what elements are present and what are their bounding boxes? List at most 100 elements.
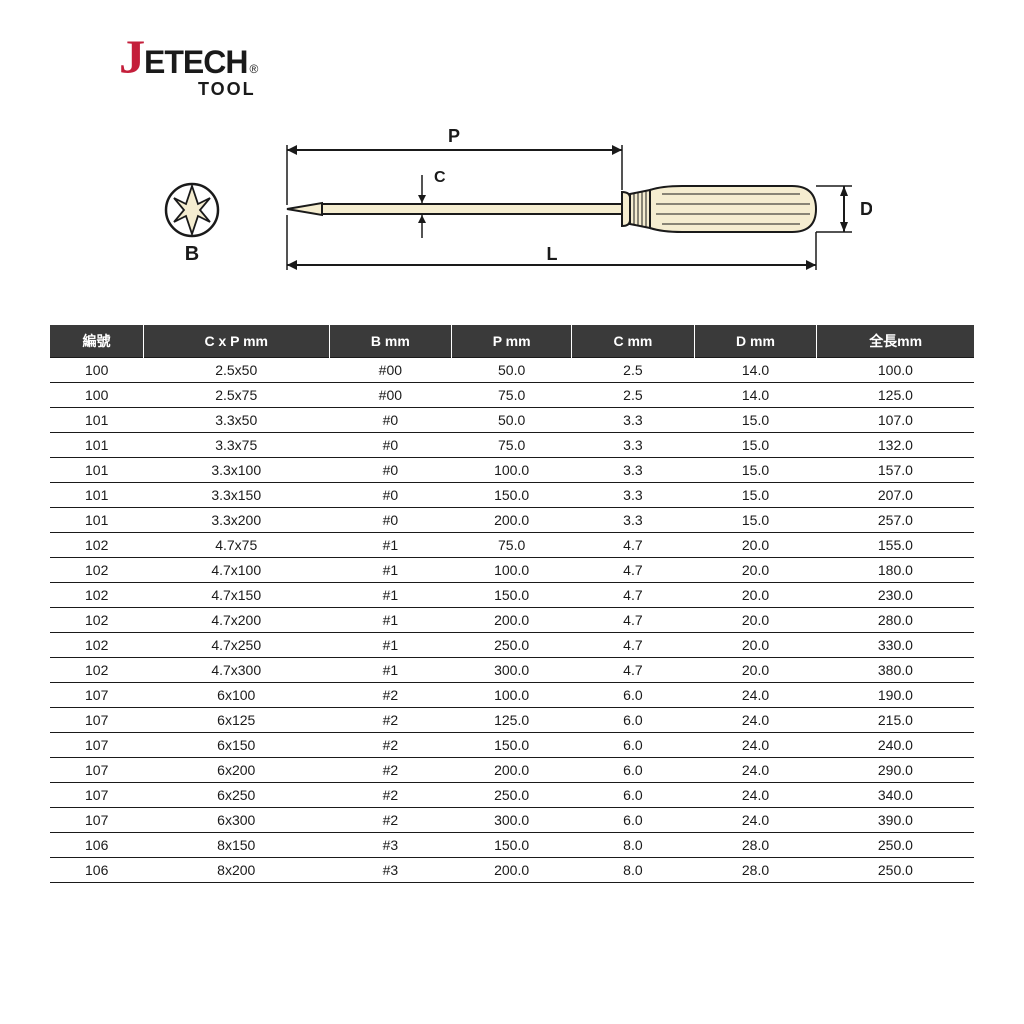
table-row: 1013.3x150#0150.03.315.0207.0 [50,483,974,508]
column-header: B mm [329,325,452,358]
table-cell: 75.0 [452,533,572,558]
dimension-d: D [816,186,872,232]
table-row: 1002.5x75#0075.02.514.0125.0 [50,383,974,408]
table-cell: 207.0 [817,483,974,508]
table-cell: #00 [329,383,452,408]
diagram-label-p: P [448,126,460,146]
table-cell: 8.0 [572,858,695,883]
table-row: 1076x200#2200.06.024.0290.0 [50,758,974,783]
table-cell: 132.0 [817,433,974,458]
table-cell: 3.3 [572,508,695,533]
table-row: 1024.7x200#1200.04.720.0280.0 [50,608,974,633]
table-cell: 75.0 [452,383,572,408]
table-cell: 2.5 [572,383,695,408]
table-cell: 75.0 [452,433,572,458]
table-cell: 4.7 [572,558,695,583]
table-cell: 4.7x300 [143,658,329,683]
table-cell: 2.5x75 [143,383,329,408]
table-cell: 6x100 [143,683,329,708]
table-cell: 15.0 [694,408,817,433]
table-cell: 101 [50,458,143,483]
diagram-label-c: C [434,169,446,186]
table-cell: 3.3x150 [143,483,329,508]
table-cell: #2 [329,708,452,733]
table-cell: 14.0 [694,358,817,383]
table-cell: 101 [50,433,143,458]
table-cell: 180.0 [817,558,974,583]
table-cell: 215.0 [817,708,974,733]
column-header: P mm [452,325,572,358]
table-cell: 24.0 [694,758,817,783]
table-cell: 107 [50,708,143,733]
table-cell: 6.0 [572,708,695,733]
table-header: 編號C x P mmB mmP mmC mmD mm全長mm [50,325,974,358]
table-row: 1002.5x50#0050.02.514.0100.0 [50,358,974,383]
table-cell: 20.0 [694,558,817,583]
table-row: 1076x250#2250.06.024.0340.0 [50,783,974,808]
table-cell: #0 [329,483,452,508]
table-row: 1024.7x250#1250.04.720.0330.0 [50,633,974,658]
table-row: 1024.7x100#1100.04.720.0180.0 [50,558,974,583]
table-cell: 4.7 [572,533,695,558]
table-cell: 3.3 [572,408,695,433]
table-cell: 107 [50,783,143,808]
table-row: 1013.3x100#0100.03.315.0157.0 [50,458,974,483]
table-cell: 107 [50,758,143,783]
table-row: 1024.7x75#175.04.720.0155.0 [50,533,974,558]
table-cell: 100 [50,358,143,383]
phillips-tip-icon: B [166,184,218,265]
table-cell: #0 [329,408,452,433]
table-cell: 28.0 [694,833,817,858]
table-cell: 3.3x200 [143,508,329,533]
table-cell: 330.0 [817,633,974,658]
table-cell: 24.0 [694,683,817,708]
column-header: D mm [694,325,817,358]
table-cell: 6x250 [143,783,329,808]
table-row: 1068x150#3150.08.028.0250.0 [50,833,974,858]
table-row: 1013.3x75#075.03.315.0132.0 [50,433,974,458]
logo-etech-text: ETECH [144,44,247,81]
table-cell: #2 [329,683,452,708]
table-cell: 6.0 [572,808,695,833]
table-cell: #0 [329,458,452,483]
table-cell: #00 [329,358,452,383]
table-cell: #2 [329,733,452,758]
table-cell: 106 [50,833,143,858]
table-cell: 20.0 [694,608,817,633]
table-cell: 102 [50,583,143,608]
table-cell: 20.0 [694,658,817,683]
table-cell: 6.0 [572,758,695,783]
table-cell: 240.0 [817,733,974,758]
column-header: C mm [572,325,695,358]
table-cell: 3.3 [572,483,695,508]
table-row: 1076x100#2100.06.024.0190.0 [50,683,974,708]
table-cell: 300.0 [452,808,572,833]
table-cell: #1 [329,558,452,583]
table-row: 1076x150#2150.06.024.0240.0 [50,733,974,758]
table-cell: #0 [329,508,452,533]
table-cell: 107.0 [817,408,974,433]
table-cell: 50.0 [452,358,572,383]
table-cell: 4.7 [572,583,695,608]
table-cell: 106 [50,858,143,883]
table-cell: 2.5x50 [143,358,329,383]
table-row: 1024.7x150#1150.04.720.0230.0 [50,583,974,608]
diagram-label-l: L [547,244,558,264]
diagram-svg: B P C [152,120,872,290]
column-header: 全長mm [817,325,974,358]
table-cell: 4.7x200 [143,608,329,633]
table-cell: 6x300 [143,808,329,833]
table-cell: 15.0 [694,508,817,533]
table-cell: 4.7 [572,658,695,683]
table-row: 1076x125#2125.06.024.0215.0 [50,708,974,733]
table-cell: 101 [50,508,143,533]
table-cell: 6x125 [143,708,329,733]
table-cell: 20.0 [694,533,817,558]
table-cell: 150.0 [452,483,572,508]
table-cell: 200.0 [452,608,572,633]
table-row: 1013.3x200#0200.03.315.0257.0 [50,508,974,533]
table-cell: 6.0 [572,733,695,758]
table-row: 1068x200#3200.08.028.0250.0 [50,858,974,883]
table-cell: 107 [50,808,143,833]
table-cell: 15.0 [694,458,817,483]
